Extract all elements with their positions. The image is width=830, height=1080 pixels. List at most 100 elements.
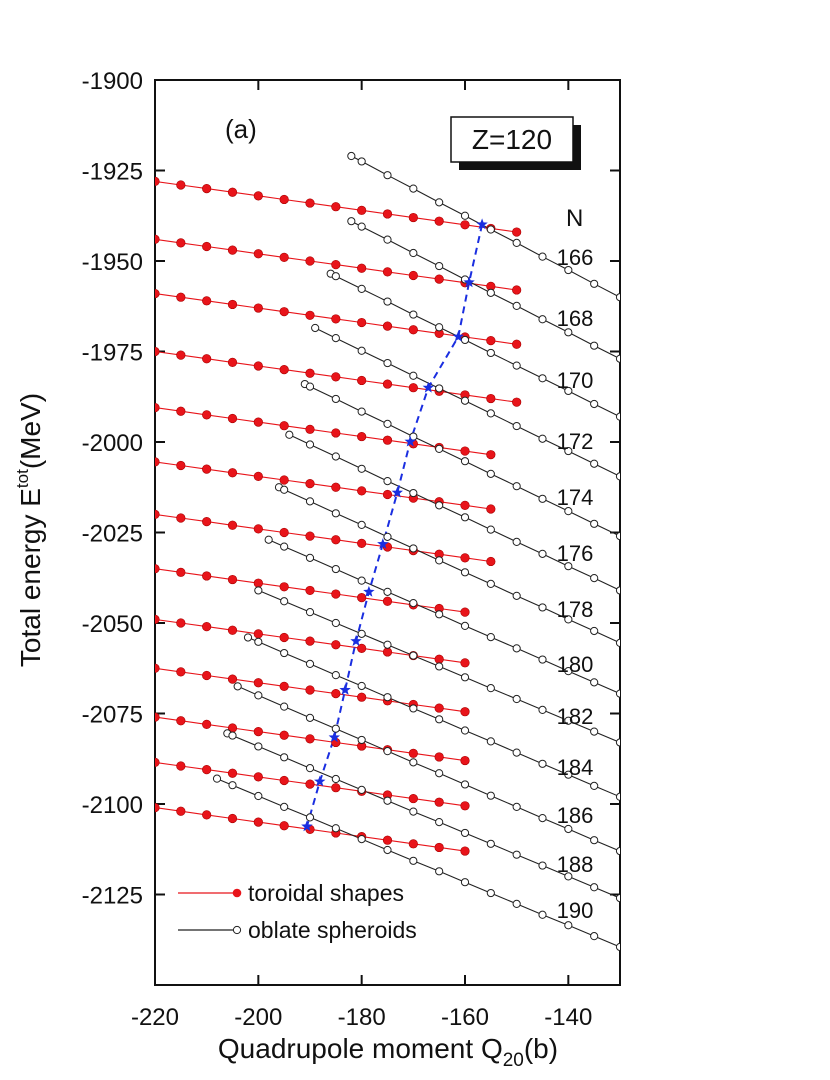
point — [435, 198, 444, 207]
point — [202, 410, 212, 420]
point — [305, 310, 315, 320]
point — [305, 764, 315, 773]
point — [357, 205, 367, 215]
point — [460, 335, 470, 345]
point — [538, 861, 547, 870]
point — [279, 421, 289, 431]
point — [435, 715, 444, 724]
point — [460, 500, 470, 510]
point — [615, 412, 620, 421]
point — [227, 245, 238, 255]
point — [254, 791, 263, 801]
point — [331, 589, 341, 599]
y-tick-label: -2075 — [82, 702, 143, 729]
point — [254, 637, 263, 646]
point — [486, 225, 495, 234]
x-axis-label-sub: 20 — [503, 1050, 524, 1071]
point — [253, 417, 263, 427]
point — [305, 531, 315, 541]
point — [253, 191, 263, 201]
point — [331, 482, 341, 492]
point — [404, 435, 416, 447]
legend-label: toroidal shapes — [248, 880, 404, 906]
point — [409, 310, 418, 319]
point — [357, 284, 366, 293]
point — [331, 314, 341, 324]
point — [460, 553, 470, 563]
point — [435, 501, 444, 510]
point — [590, 574, 599, 583]
point — [331, 824, 340, 833]
point — [564, 507, 573, 516]
point — [305, 553, 315, 562]
point — [155, 288, 160, 299]
point — [279, 365, 289, 375]
point — [357, 486, 367, 496]
point — [382, 835, 393, 845]
x-axis-label-text: Quadrupole moment Q — [218, 1033, 503, 1064]
point — [202, 810, 212, 820]
point — [382, 489, 393, 500]
point — [254, 691, 263, 700]
point — [155, 712, 160, 722]
point — [435, 261, 444, 271]
point — [227, 574, 238, 585]
point — [564, 872, 573, 881]
point — [279, 252, 289, 262]
point — [155, 176, 160, 186]
point — [460, 446, 470, 456]
point — [590, 678, 599, 687]
point — [409, 856, 418, 865]
point — [564, 716, 573, 725]
point — [331, 671, 340, 680]
point — [305, 479, 315, 489]
y-tick-label: -2125 — [82, 883, 143, 910]
point — [452, 330, 464, 342]
point — [176, 618, 186, 628]
point — [279, 821, 289, 831]
point — [155, 509, 160, 519]
point — [460, 726, 470, 735]
point — [486, 633, 495, 642]
point — [228, 781, 237, 790]
point — [331, 428, 341, 438]
point — [408, 212, 418, 223]
point — [512, 899, 521, 909]
point — [512, 397, 522, 407]
point — [383, 747, 392, 756]
point — [382, 321, 393, 331]
point — [357, 317, 367, 328]
point — [409, 704, 418, 713]
point — [382, 209, 393, 219]
point — [434, 752, 444, 762]
point — [357, 263, 367, 273]
point — [305, 382, 315, 391]
point — [331, 509, 340, 518]
point — [391, 486, 403, 498]
point — [331, 724, 340, 733]
point — [476, 218, 488, 230]
point — [227, 468, 238, 478]
point — [486, 556, 496, 567]
point — [328, 731, 340, 743]
point — [357, 222, 366, 231]
point — [460, 707, 470, 717]
point — [512, 339, 522, 349]
point — [486, 348, 495, 358]
point — [357, 407, 366, 416]
nucleus-label: Z=120 — [472, 124, 552, 155]
point — [590, 836, 599, 845]
point — [615, 472, 620, 481]
panel-label: (a) — [225, 114, 257, 144]
point — [279, 307, 289, 317]
point — [253, 817, 263, 827]
n-label: 188 — [557, 852, 594, 877]
point — [564, 386, 573, 396]
point — [434, 654, 444, 664]
point — [202, 670, 212, 681]
point — [590, 883, 599, 892]
point — [357, 629, 366, 638]
y-tick-label: -1975 — [82, 340, 143, 367]
point — [409, 807, 418, 816]
point — [279, 632, 289, 643]
